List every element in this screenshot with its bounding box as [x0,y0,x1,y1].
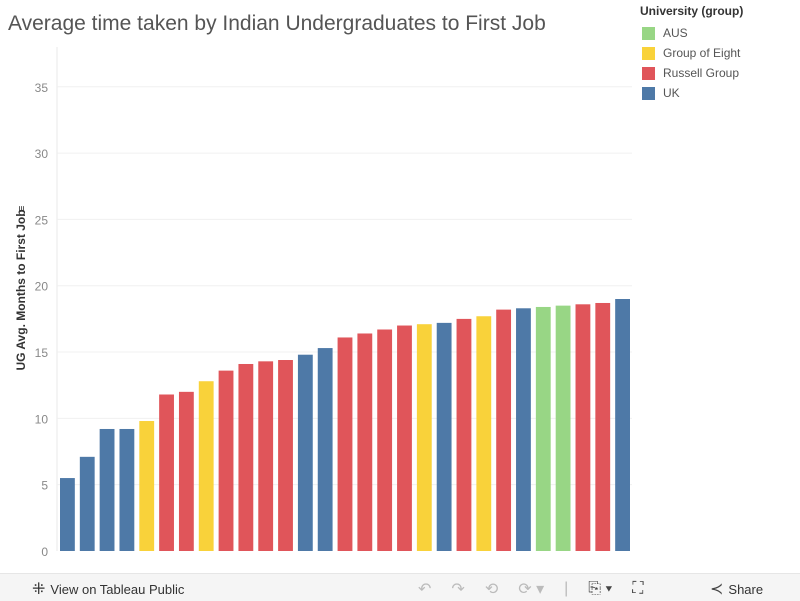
y-tick-label: 15 [35,346,49,360]
bar[interactable] [198,381,214,551]
legend-swatch [642,86,655,100]
share-button[interactable]: ≺ Share [710,579,763,599]
bar[interactable] [575,304,591,551]
y-tick-label: 5 [41,479,48,493]
bar[interactable] [218,370,234,551]
toolbar: ⁜ View on Tableau Public ↶ ↷ ⟲ ⟳ ▾ | ⎘ ▾… [0,573,800,601]
chart-title: Average time taken by Indian Undergradua… [8,12,546,35]
bar[interactable] [337,337,353,551]
y-tick-label: 35 [35,81,49,95]
y-tick-label: 10 [35,412,49,426]
legend-label: Russell Group [663,66,740,80]
download-icon[interactable]: ⎘ ▾ [588,580,613,597]
bar[interactable] [416,324,432,551]
y-tick-label: 0 [41,545,48,559]
view-on-tableau-button[interactable]: ⁜ View on Tableau Public [32,579,184,599]
legend-item[interactable]: Russell Group [640,63,743,83]
bar[interactable] [139,421,155,551]
redo-icon[interactable]: ↷ [451,581,465,598]
bar[interactable] [377,329,393,551]
bar[interactable] [535,306,551,551]
bar-chart: 0 5 10 15 20 25 30 35 UG Avg. Months to First Jo… [14,47,632,559]
share-label: Share [728,581,764,597]
y-tick-label: 20 [35,280,49,294]
revert-icon[interactable]: ⟲ [484,581,499,598]
divider: | [564,580,569,597]
legend-label: UK [663,86,680,100]
bar[interactable] [297,354,313,551]
bar[interactable] [178,391,194,551]
bar[interactable] [79,456,95,551]
y-tick-label: 25 [35,213,49,227]
sort-icon: ≡ [16,206,28,212]
bar[interactable] [476,316,492,551]
bar[interactable] [357,333,373,551]
refresh-icon[interactable]: ⟳ ▾ [518,581,545,598]
legend-item[interactable]: Group of Eight [640,43,743,63]
bar[interactable] [278,360,293,551]
bar[interactable] [119,428,135,551]
bar[interactable] [60,478,75,551]
legend-item[interactable]: AUS [640,23,743,43]
legend-swatch [642,46,655,60]
legend-swatch [642,26,655,40]
legend-swatch [642,66,655,80]
y-axis-title: UG Avg. Months to First Job [14,209,28,370]
bar[interactable] [436,322,452,551]
share-icon: ≺ [710,581,724,598]
bar[interactable] [238,363,254,551]
legend-label: Group of Eight [663,46,741,60]
legend-title: University (group) [640,4,744,18]
legend: University (group) AUS Group of Eight Russ… [640,4,743,103]
y-tick-label: 30 [35,147,49,161]
undo-icon[interactable]: ↶ [418,581,432,598]
bar[interactable] [258,361,274,551]
view-on-tableau-label: View on Tableau Public [50,581,185,597]
fullscreen-icon[interactable]: ⛶ [632,580,644,597]
bar[interactable] [456,318,472,551]
legend-item[interactable]: UK [640,83,743,103]
bar[interactable] [496,309,512,551]
legend-label: AUS [663,26,688,40]
bar[interactable] [159,394,174,551]
bar[interactable] [516,308,531,551]
bar[interactable] [595,302,611,551]
tableau-logo-icon: ⁜ [32,581,46,598]
bar[interactable] [615,299,630,551]
bar[interactable] [555,305,571,551]
bar[interactable] [317,348,333,551]
bar[interactable] [99,428,115,551]
bar[interactable] [397,325,412,551]
